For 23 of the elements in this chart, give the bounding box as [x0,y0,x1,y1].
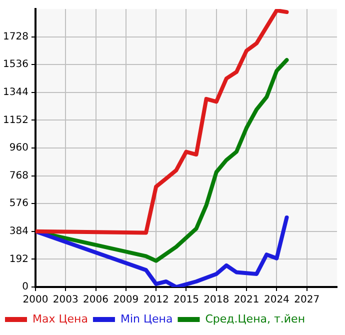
legend-label: Max Цена [32,312,88,326]
x-tick-label: 2027 [294,294,320,306]
y-tick-label: 576 [9,198,28,210]
y-tick-label: 1536 [2,59,28,70]
x-tick-label: 2024 [264,294,290,306]
x-tick-label: 2009 [113,294,139,306]
y-tick-label: 960 [9,142,28,154]
y-tick-label: 1344 [2,86,28,98]
legend-label: Сред.Цена, т.йен [205,312,306,326]
x-tick-label: 2018 [204,294,230,306]
y-tick-label: 192 [9,254,28,265]
y-tick-label: 1728 [2,31,28,42]
x-tick-label: 2021 [234,294,260,306]
y-tick-label: 768 [9,170,28,182]
y-tick-label: 384 [9,226,28,237]
x-tick-label: 2012 [143,294,169,306]
y-tick-label: 0 [22,282,28,293]
x-tick-label: 2006 [83,294,108,306]
x-tick-label: 2003 [52,294,78,306]
y-tick-label: 1152 [2,114,28,126]
legend-label: Min Цена [120,312,173,326]
x-tick-label: 2000 [22,294,48,306]
x-tick-label: 2015 [174,294,199,306]
